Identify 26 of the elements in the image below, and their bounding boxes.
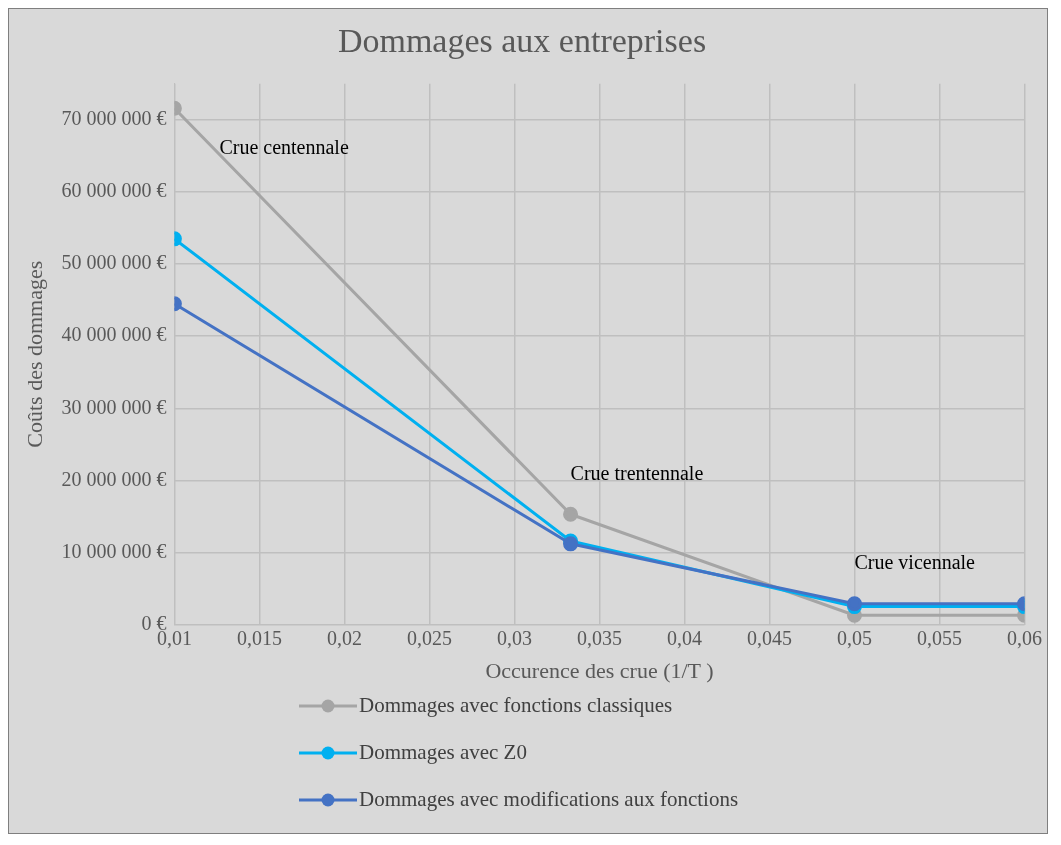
x-tick-label: 0,015 — [236, 626, 282, 649]
annotation: Crue trentennale — [570, 461, 704, 484]
y-tick-label: 50 000 000 € — [61, 251, 167, 274]
x-tick-label: 0,045 — [746, 626, 792, 649]
x-tick-label: 0,05 — [836, 626, 872, 649]
y-tick-label: 70 000 000 € — [61, 107, 167, 130]
y-axis-title: Coûts des dommages — [21, 260, 47, 448]
x-tick-label: 0,03 — [496, 626, 532, 649]
x-tick-label: 0,02 — [326, 626, 362, 649]
y-tick-label: 30 000 000 € — [61, 395, 167, 418]
x-axis-title: Occurence des crue (1/T ) — [485, 657, 714, 683]
x-tick-label: 0,04 — [666, 626, 702, 649]
y-tick-label: 60 000 000 € — [61, 179, 167, 202]
x-tick-label: 0,035 — [576, 626, 622, 649]
y-tick-label: 20 000 000 € — [61, 467, 167, 490]
annotation: Crue centennale — [219, 135, 349, 158]
y-tick-label: 40 000 000 € — [61, 323, 167, 346]
legend-label: Dommages avec fonctions classiques — [359, 693, 673, 718]
legend-label: Dommages avec Z0 — [359, 740, 527, 765]
chart-title: Dommages aux entreprises — [337, 22, 707, 60]
x-tick-label: 0,055 — [916, 626, 962, 649]
annotation: Crue vicennale — [854, 550, 976, 573]
x-tick-label: 0,06 — [1007, 626, 1042, 649]
legend-label: Dommages avec modifications aux fonctions — [359, 787, 739, 812]
y-tick-label: 10 000 000 € — [61, 539, 167, 562]
x-tick-label: 0,025 — [406, 626, 452, 649]
